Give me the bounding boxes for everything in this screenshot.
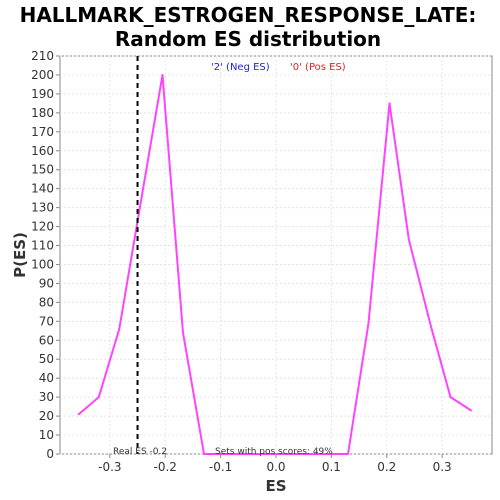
x-tick-label: -0.2 bbox=[154, 460, 177, 474]
es-data-point bbox=[367, 322, 370, 325]
plot-background bbox=[59, 55, 493, 455]
y-tick-label: 200 bbox=[31, 68, 54, 82]
x-tick-label: -0.3 bbox=[98, 460, 121, 474]
es-data-point bbox=[308, 453, 311, 455]
y-tick-label: 60 bbox=[39, 333, 54, 347]
x-tick-label: 0.3 bbox=[433, 460, 452, 474]
y-axis-label: P(ES) bbox=[11, 232, 29, 278]
y-tick-label: 180 bbox=[31, 106, 54, 120]
y-tick-label: 120 bbox=[31, 220, 54, 234]
legend-neg-es: '2' (Neg ES) bbox=[211, 62, 270, 73]
y-tick-label: 90 bbox=[39, 276, 54, 290]
y-tick-label: 210 bbox=[31, 49, 54, 63]
es-data-point bbox=[77, 413, 80, 416]
grid-lines bbox=[60, 55, 492, 455]
y-tick-label: 110 bbox=[31, 239, 54, 253]
es-data-point bbox=[407, 238, 410, 241]
es-data-point bbox=[222, 453, 225, 455]
real-es-annotation: Real ES -0.2 bbox=[113, 447, 167, 457]
es-data-point bbox=[118, 327, 121, 330]
y-tick-label: 70 bbox=[39, 314, 54, 328]
x-axis-label: ES bbox=[265, 477, 286, 495]
chart-title-line-1: HALLMARK_ESTROGEN_RESPONSE_LATE: bbox=[20, 3, 477, 27]
es-data-point bbox=[327, 453, 330, 455]
y-axis-ticks: 0 10 20 30 40 50 60 70 80 90 100 110 120 130 140 150 160… bbox=[31, 49, 60, 461]
es-data-point bbox=[97, 396, 100, 399]
es-data-point bbox=[286, 453, 289, 455]
y-tick-label: 130 bbox=[31, 201, 54, 215]
es-data-point bbox=[469, 409, 472, 412]
es-data-point bbox=[203, 453, 205, 455]
y-tick-label: 20 bbox=[39, 409, 54, 423]
es-data-point bbox=[181, 331, 184, 334]
es-data-point bbox=[430, 326, 433, 329]
x-tick-label: 0.1 bbox=[322, 460, 341, 474]
x-tick-label: 0.0 bbox=[266, 460, 285, 474]
pos-scores-annotation: Sets with pos scores: 49% bbox=[215, 447, 333, 457]
es-data-point bbox=[449, 396, 452, 399]
y-tick-label: 140 bbox=[31, 182, 54, 196]
y-tick-label: 50 bbox=[39, 352, 54, 366]
plot-area bbox=[59, 55, 493, 455]
y-tick-label: 190 bbox=[31, 87, 54, 101]
es-data-point bbox=[241, 453, 244, 455]
es-data-point bbox=[138, 210, 141, 213]
x-axis-ticks: -0.3 -0.2 -0.1 0.0 0.1 0.2 0.3 bbox=[98, 454, 452, 474]
y-tick-label: 40 bbox=[39, 371, 54, 385]
x-tick-label: -0.1 bbox=[209, 460, 232, 474]
y-tick-label: 170 bbox=[31, 125, 54, 139]
y-tick-label: 80 bbox=[39, 295, 54, 309]
legend-pos-es: '0' (Pos ES) bbox=[290, 62, 346, 73]
es-data-point bbox=[263, 453, 266, 455]
es-data-point bbox=[161, 73, 164, 76]
chart-title-line-2: Random ES distribution bbox=[115, 27, 381, 51]
x-tick-label: 0.2 bbox=[377, 460, 396, 474]
y-tick-label: 100 bbox=[31, 257, 54, 271]
y-tick-label: 10 bbox=[39, 428, 54, 442]
y-tick-label: 30 bbox=[39, 390, 54, 404]
es-data-point bbox=[388, 102, 391, 105]
es-data-point bbox=[347, 453, 349, 455]
y-tick-label: 160 bbox=[31, 144, 54, 158]
y-tick-label: 0 bbox=[46, 447, 54, 461]
y-tick-label: 150 bbox=[31, 163, 54, 177]
